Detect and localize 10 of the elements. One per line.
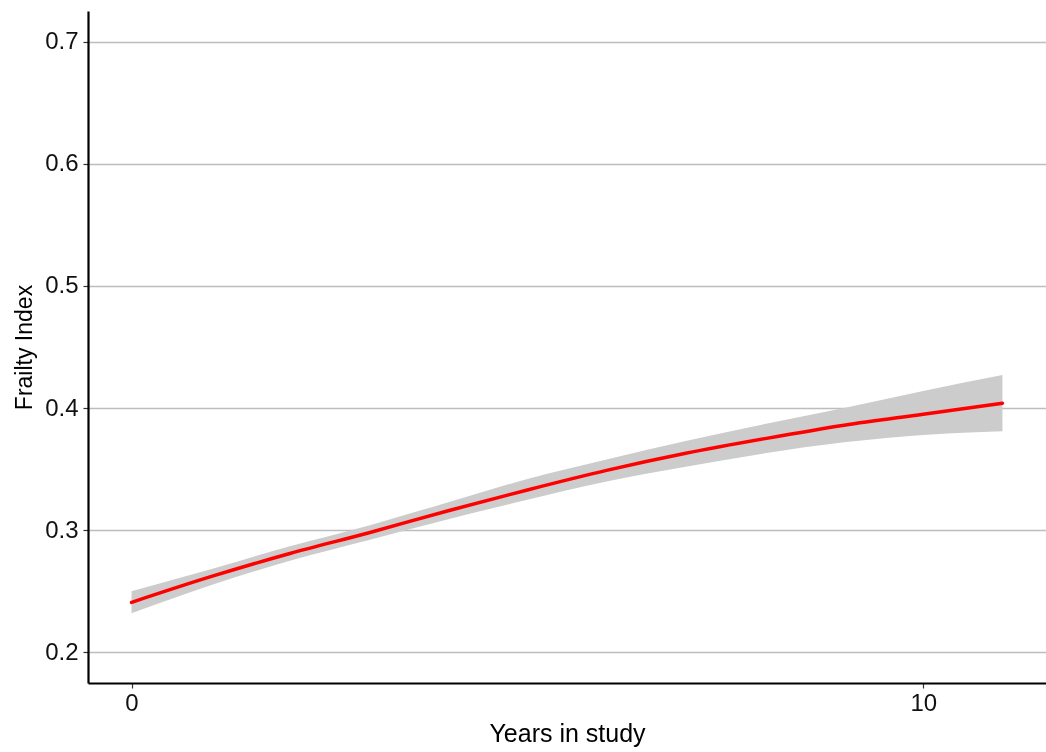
- y-tick-label: 0.6: [45, 149, 79, 177]
- y-tick-label: 0.4: [45, 393, 79, 421]
- y-tick-label: 0.7: [45, 27, 79, 55]
- y-tick-label: 0.5: [45, 271, 79, 299]
- x-tick-label: 10: [910, 688, 938, 716]
- y-tick-label: 0.2: [45, 637, 79, 665]
- y-tick-label: 0.3: [45, 515, 79, 543]
- x-axis-title: Years in study: [489, 718, 647, 747]
- y-axis-title: Frailty Index: [11, 284, 38, 411]
- x-tick-label: 0: [125, 688, 139, 716]
